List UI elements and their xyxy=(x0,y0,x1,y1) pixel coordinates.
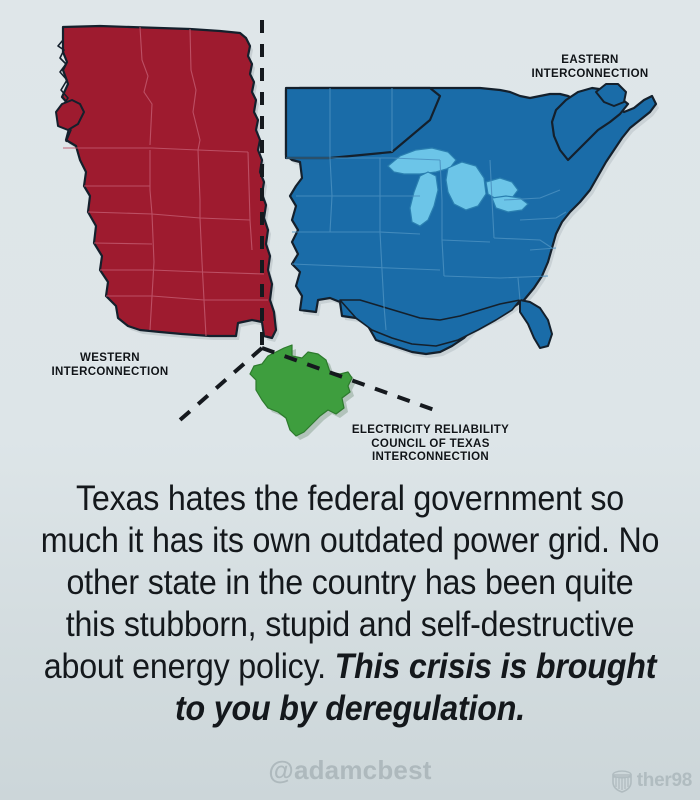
author-credit: @adamcbest xyxy=(268,755,432,785)
other98-shield-logo xyxy=(611,770,632,793)
watermark: ther98 xyxy=(609,768,692,794)
boundary-line-left xyxy=(178,346,264,422)
caption-emphasis: This crisis is brought to you by deregul… xyxy=(174,647,657,728)
maine-tip xyxy=(595,83,627,107)
interconnection-boundary-lines xyxy=(178,20,441,422)
caption-text: Texas hates the federal government so mu… xyxy=(28,478,672,730)
boundary-line-right xyxy=(261,346,441,414)
coastal-island xyxy=(55,99,85,131)
great-lakes xyxy=(387,147,529,227)
northeast-arm xyxy=(550,86,630,162)
interconnection-map: EASTERN INTERCONNECTION WESTERN INTERCON… xyxy=(51,20,659,463)
map-svg xyxy=(55,20,659,440)
caption-plain: Texas hates the federal government so mu… xyxy=(40,479,660,686)
region-eastern-interconnection xyxy=(284,83,659,358)
label-eastern-interconnection: EASTERN INTERCONNECTION xyxy=(531,54,649,80)
eastern-state-borders xyxy=(286,88,567,331)
western-state-borders xyxy=(63,26,268,337)
region-western-interconnection xyxy=(55,24,279,342)
label-ercot-interconnection: ELECTRICITY RELIABILITY COUNCIL OF TEXAS… xyxy=(351,424,510,463)
watermark-text: ther98 xyxy=(636,770,693,791)
label-western-interconnection: WESTERN INTERCONNECTION xyxy=(51,352,169,378)
florida-peninsula xyxy=(519,299,553,349)
